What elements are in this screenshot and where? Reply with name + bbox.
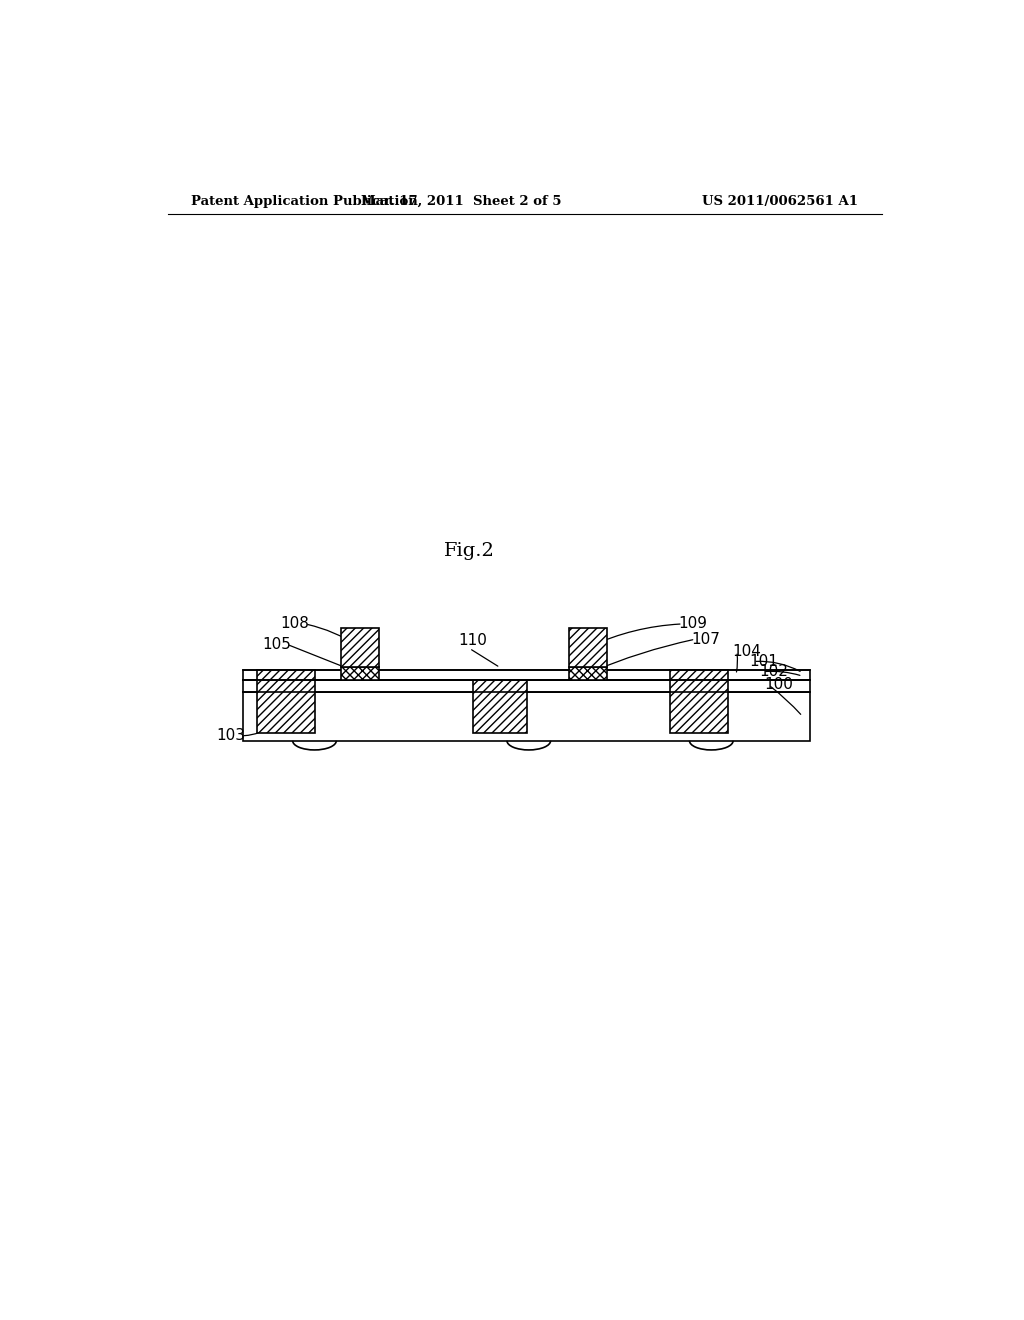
Text: 101: 101	[750, 653, 778, 669]
Text: 108: 108	[281, 616, 309, 631]
Bar	[243, 669, 811, 680]
Text: 105: 105	[262, 636, 291, 652]
Text: 103: 103	[216, 729, 246, 743]
Bar	[341, 667, 379, 680]
Bar	[569, 628, 607, 667]
Bar	[243, 692, 811, 741]
Bar	[257, 669, 315, 733]
Text: 110: 110	[459, 634, 487, 648]
Text: Mar. 17, 2011  Sheet 2 of 5: Mar. 17, 2011 Sheet 2 of 5	[361, 194, 561, 207]
Bar	[243, 680, 811, 692]
Text: 107: 107	[691, 632, 720, 647]
Text: 109: 109	[679, 616, 708, 631]
Bar	[473, 680, 527, 733]
Text: Patent Application Publication: Patent Application Publication	[191, 194, 418, 207]
Bar	[341, 628, 379, 667]
Text: 100: 100	[765, 677, 794, 693]
Text: 102: 102	[759, 664, 787, 680]
Text: US 2011/0062561 A1: US 2011/0062561 A1	[702, 194, 858, 207]
Bar	[670, 669, 728, 733]
Text: Fig.2: Fig.2	[443, 543, 495, 560]
Text: 104: 104	[733, 644, 762, 659]
Bar	[569, 667, 607, 680]
